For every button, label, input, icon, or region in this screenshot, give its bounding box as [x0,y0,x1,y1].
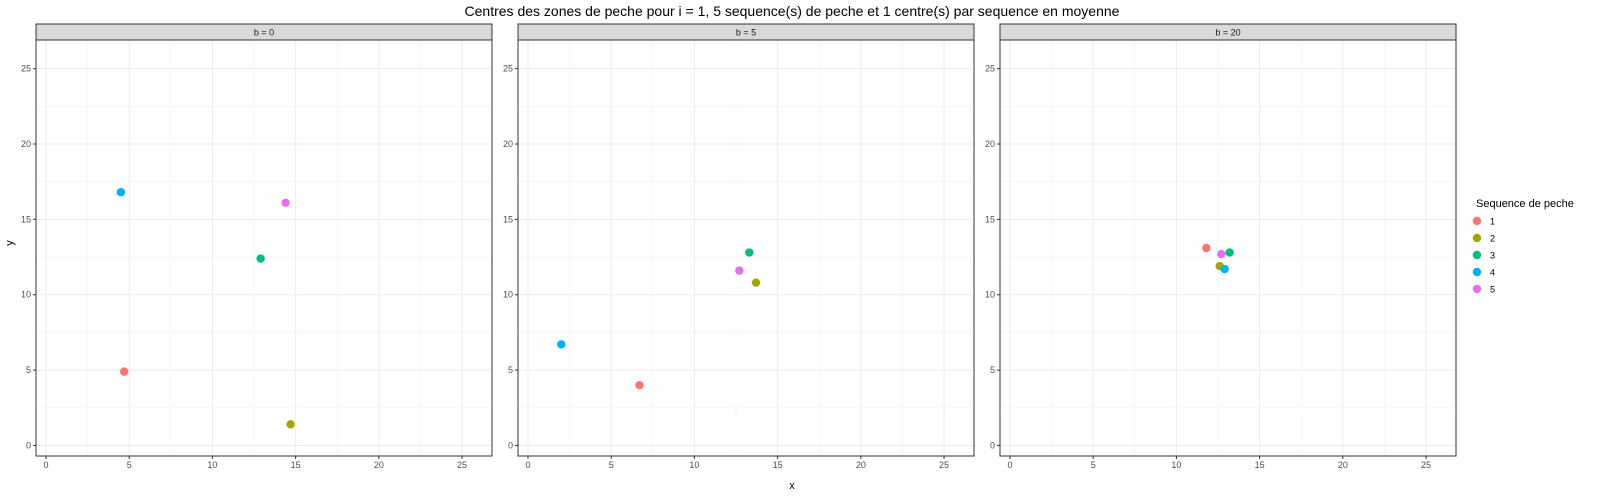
x-tick-label: 20 [1338,460,1348,470]
panel-border [35,39,493,457]
legend-item: 3 [1472,250,1495,261]
legend-key [1472,267,1482,277]
y-tick-label: 0 [508,440,513,450]
data-point-series-4 [557,340,566,349]
panel-border [999,39,1457,457]
legend-title: Sequence de peche [1476,198,1574,210]
legend-key [1472,233,1482,243]
x-tick-label: 10 [1171,460,1181,470]
legend-key [1472,216,1482,226]
y-tick-label: 10 [985,290,995,300]
data-point-series-3 [256,254,265,263]
x-tick-label: 0 [1007,460,1012,470]
facet-panel: b = 0 0 5 10 15 20 25 0 5 10 15 20 25 [21,23,493,470]
legend-key [1472,284,1482,294]
data-point-series-5 [735,266,744,275]
legend-key [1472,250,1482,260]
facet-panels: b = 0 0 5 10 15 20 25 0 5 10 15 20 25 b = 5 0 5 10 15 20 25… [21,23,1457,470]
legend-item: 5 [1472,284,1495,295]
legend-label: 1 [1490,217,1495,227]
y-tick-label: 10 [21,290,31,300]
data-point-series-4 [116,188,126,197]
legend-label: 2 [1490,234,1495,244]
data-point-series-5 [281,198,290,207]
y-tick-label: 25 [985,64,995,74]
data-point-series-1 [120,367,129,376]
panel-background [36,40,492,456]
x-tick-label: 0 [525,460,530,470]
legend-item: 2 [1472,233,1495,244]
x-tick-label: 25 [1421,460,1431,470]
data-point-series-5 [1217,249,1226,259]
x-tick-label: 20 [374,460,384,470]
facet-strip-label: b = 5 [736,28,756,38]
x-tick-label: 15 [773,460,783,470]
x-tick-label: 25 [457,460,467,470]
x-tick-label: 15 [1255,460,1265,470]
data-point-series-4 [1220,264,1229,274]
x-tick-label: 10 [207,460,217,470]
x-tick-label: 25 [939,460,949,470]
legend: Sequence de peche 1 2 3 4 5 [1472,198,1574,295]
panel-border [517,39,975,457]
x-tick-label: 10 [689,460,699,470]
x-tick-label: 0 [43,460,48,470]
legend-label: 5 [1490,285,1495,295]
legend-item: 1 [1472,216,1495,227]
data-point-series-3 [1225,248,1234,257]
y-tick-label: 25 [21,64,31,74]
y-tick-label: 15 [985,214,995,224]
y-tick-label: 5 [508,365,513,375]
x-tick-label: 5 [609,460,614,470]
y-tick-label: 0 [26,440,31,450]
legend-item: 4 [1472,267,1495,278]
y-tick-label: 5 [26,365,31,375]
y-tick-label: 5 [990,365,995,375]
y-tick-label: 10 [503,290,513,300]
legend-label: 4 [1490,268,1495,278]
panel-background [518,40,974,456]
facet-strip-label: b = 20 [1215,28,1240,38]
x-axis-title: x [789,480,795,492]
panel-background [1000,40,1456,456]
data-point-series-3 [745,248,754,257]
y-tick-label: 0 [990,440,995,450]
x-tick-label: 20 [856,460,866,470]
y-tick-label: 15 [21,214,31,224]
facet-panel: b = 5 0 5 10 15 20 25 0 5 10 15 20 25 [503,23,975,470]
facet-strip-label: b = 0 [254,28,274,38]
y-axis-title: y [4,240,16,246]
y-tick-label: 25 [503,64,513,74]
y-tick-label: 20 [985,139,995,149]
y-tick-label: 20 [21,139,31,149]
x-tick-label: 5 [127,460,132,470]
x-tick-label: 5 [1091,460,1096,470]
data-point-series-1 [1202,243,1211,253]
legend-label: 3 [1490,251,1495,261]
y-tick-label: 20 [503,139,513,149]
x-tick-label: 15 [291,460,301,470]
chart-title: Centres des zones de peche pour i = 1, 5… [465,3,1120,19]
data-point-series-2 [751,278,761,287]
y-tick-label: 15 [503,214,513,224]
facet-panel: b = 20 0 5 10 15 20 25 0 5 10 15 20 25 [985,23,1457,470]
data-point-series-1 [635,380,644,390]
data-point-series-2 [286,420,295,429]
